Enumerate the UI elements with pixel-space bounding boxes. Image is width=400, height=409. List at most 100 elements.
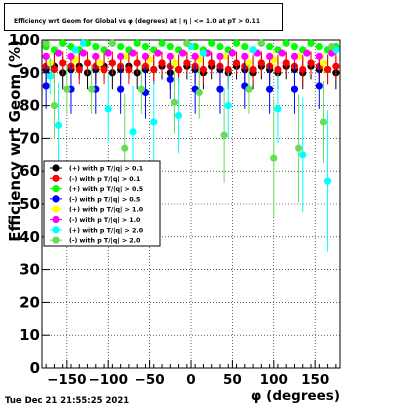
data-point [266,42,274,51]
legend-marker [52,195,60,203]
legend-label: (+) with p T/|q| > 0.1 [69,166,143,174]
legend-label: (-) with p T/|q| > 2.0 [69,238,141,246]
data-point [129,128,137,136]
data-point [274,65,282,74]
data-point [158,59,166,67]
data-point [216,52,224,61]
legend-marker [52,185,60,193]
data-point [278,49,286,57]
data-point [323,65,332,74]
data-point [307,39,315,47]
data-point [332,62,340,70]
data-point [121,144,129,152]
x-tick-label: −150 [47,372,87,388]
data-point [299,65,307,74]
data-point [141,52,150,61]
data-point [315,82,323,90]
data-point [117,52,125,61]
data-point [208,59,216,67]
data-point [220,131,228,139]
y-axis-label: Efficiency wrt Geom (%) [6,40,24,242]
data-point [75,65,83,74]
data-point [170,98,179,106]
data-point [79,39,87,47]
data-point [125,65,133,74]
data-point [266,52,274,61]
data-point [50,65,59,74]
data-point [232,39,241,47]
data-point [42,39,50,47]
data-point [224,65,232,74]
data-point [166,42,174,51]
data-point [117,85,125,93]
legend-label: (+) with p T/|q| > 0.5 [69,186,143,194]
data-point [133,59,141,67]
data-point [315,42,323,51]
data-point [166,75,174,83]
y-tick-label: 50 [19,195,40,213]
data-point [141,42,150,51]
data-point [249,46,257,54]
data-point [274,105,282,113]
data-point [104,49,112,57]
legend-label: (+) with p T/|q| > 1.0 [69,207,144,215]
y-tick-label: 80 [19,97,40,115]
data-point [108,39,116,47]
data-point [232,59,241,67]
data-point [245,85,253,93]
timestamp: Tue Dec 21 21:55:25 2021 [5,396,130,406]
data-point [108,59,116,67]
data-point [282,39,290,47]
data-point [249,65,257,74]
legend-label: (-) with p T/|q| > 0.1 [69,176,140,184]
data-point [290,42,299,51]
data-point [307,59,315,67]
data-point [174,111,183,120]
data-point [88,85,96,93]
data-point [92,52,100,61]
data-point [42,82,50,90]
data-point [59,39,67,47]
data-point [183,59,191,67]
data-point [328,42,336,51]
data-point [63,85,71,93]
chart-title: Efficiency wrt Geom for Global vs φ (deg… [14,18,261,25]
legend-marker [52,164,60,172]
x-tick-label: 100 [260,372,288,388]
legend-marker [52,174,60,182]
data-point [183,39,191,47]
data-point [270,154,278,162]
data-point [199,65,208,74]
legend-marker [52,226,60,234]
data-point [174,65,183,74]
data-point [67,52,75,61]
data-point [137,85,145,93]
data-point [133,39,141,47]
data-point [104,105,112,113]
data-point [79,49,87,57]
data-point [228,49,236,57]
data-point [241,42,249,51]
data-point [245,59,253,67]
data-point [315,52,323,61]
chart-title-box: Efficiency wrt Geom for Global vs φ (deg… [4,3,283,31]
data-point [54,121,63,129]
data-point [170,59,179,67]
y-tick-label: 70 [19,129,40,147]
legend-marker [52,205,60,213]
legend-label: (-) with p T/|q| > 1.0 [69,217,141,225]
data-point [216,85,224,93]
data-point [299,151,307,159]
data-point [303,49,311,57]
x-tick-label: 150 [301,372,329,388]
data-point [290,52,299,61]
data-point [83,59,92,67]
y-tick-label: 30 [19,261,40,279]
data-point [195,88,203,97]
data-point [46,72,54,80]
y-tick-label: 0 [30,359,40,377]
data-point [129,49,137,57]
data-point [191,52,199,61]
data-point [199,49,208,57]
data-point [224,102,232,110]
